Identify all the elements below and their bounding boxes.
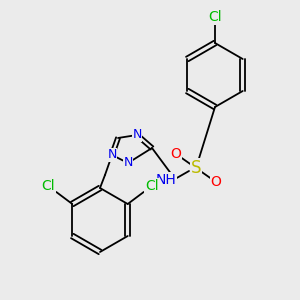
Text: NH: NH (156, 173, 176, 187)
Text: N: N (132, 128, 142, 142)
Text: Cl: Cl (41, 179, 55, 193)
Text: O: O (171, 147, 182, 161)
Text: Cl: Cl (145, 179, 158, 193)
Text: O: O (211, 175, 221, 189)
Text: Cl: Cl (208, 10, 222, 24)
Text: N: N (123, 157, 133, 169)
Text: N: N (107, 148, 117, 161)
Text: S: S (191, 159, 201, 177)
